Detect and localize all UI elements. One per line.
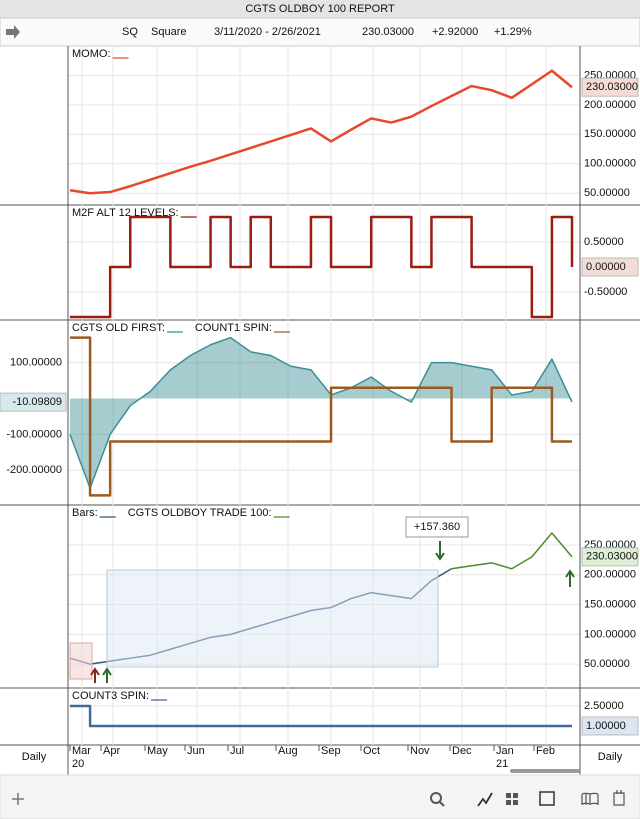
y-tick-label: 100.00000 (584, 158, 636, 170)
series-line (69, 69, 573, 195)
x-tick-label: Jan (496, 745, 514, 757)
x-tick-label: Apr (103, 745, 120, 757)
period-label: Daily (598, 751, 623, 763)
legend-label: COUNT1 SPIN: (195, 322, 272, 334)
y-tick-label: -0.50000 (584, 286, 627, 298)
legend-label: MOMO: (72, 48, 111, 60)
title-bar (0, 0, 640, 18)
value-marker-box (581, 257, 639, 277)
value-marker-box (581, 547, 639, 567)
add-button[interactable] (12, 793, 24, 805)
toolbar-bg (0, 774, 640, 819)
x-tick-label: Aug (278, 745, 298, 757)
y-tick-label: 0.50000 (584, 236, 624, 248)
y-tick-label: 50.00000 (584, 187, 630, 199)
info-bar (0, 17, 640, 47)
change: +2.92000 (432, 26, 478, 38)
search-handle (439, 801, 445, 807)
down-arrow (435, 541, 445, 561)
scrollbar (510, 769, 580, 773)
series-line (70, 215, 574, 319)
y-tick-label: -100.00000 (6, 428, 62, 440)
legend-label: CGTS OLDBOY TRADE 100: (128, 507, 272, 519)
value-marker-label: 230.03000 (586, 81, 638, 93)
y-tick-label: 100.00000 (584, 628, 636, 640)
symbol: SQ (122, 26, 138, 38)
x-tick-label: Dec (452, 745, 472, 757)
value-marker-box (581, 77, 639, 97)
up-arrow (565, 569, 575, 587)
x-tick-label: Nov (410, 745, 430, 757)
trade-region (106, 569, 439, 668)
annotation-box (405, 516, 469, 538)
change-percent: +1.29% (494, 26, 532, 38)
window-title: CGTS OLDBOY 100 REPORT (245, 3, 395, 15)
series-line (69, 336, 573, 489)
y-tick-label: 150.00000 (584, 598, 636, 610)
x-tick-label: May (147, 745, 168, 757)
x-tick-label: Jul (230, 745, 244, 757)
value-marker-label: 230.03000 (586, 551, 638, 563)
y-tick-label: 200.00000 (584, 99, 636, 111)
series-line (451, 532, 573, 570)
legend-label: COUNT3 SPIN: (72, 690, 149, 702)
x-tick-label: Mar (72, 745, 91, 757)
value-marker-label: -10.09809 (12, 396, 62, 408)
y-tick-label: 2.50000 (584, 700, 624, 712)
up-arrow (90, 667, 100, 683)
entry-region (69, 642, 93, 680)
date-range: 3/11/2020 - 2/26/2021 (214, 26, 321, 38)
legend-label: CGTS OLD FIRST: (72, 322, 165, 334)
y-tick-label: 100.00000 (10, 357, 62, 369)
annotation: +157.360 (414, 521, 460, 533)
legend-label: Bars: (72, 507, 98, 519)
y-tick-label: 50.00000 (584, 658, 630, 670)
x-tick-label: Feb (536, 745, 555, 757)
book-button[interactable] (581, 792, 599, 806)
grid-button[interactable] (506, 793, 518, 805)
nav-arrow[interactable] (6, 25, 20, 39)
period-label: Daily (22, 751, 47, 763)
x-tick-label: Oct (363, 745, 380, 757)
value-marker-label: 0.00000 (586, 261, 626, 273)
share-button[interactable] (613, 790, 625, 806)
last-price: 230.03000 (362, 26, 414, 38)
year-label: 21 (496, 758, 508, 770)
series-line (70, 704, 572, 728)
company: Square (151, 26, 186, 38)
series-line (70, 336, 572, 497)
panel-button[interactable] (539, 791, 555, 806)
year-label: 20 (72, 758, 84, 770)
y-tick-label: -200.00000 (6, 464, 62, 476)
up-arrow (102, 667, 112, 683)
x-tick-label: Sep (321, 745, 341, 757)
legend-label: M2F ALT 12 LEVELS: (72, 207, 179, 219)
toolbar (0, 774, 640, 819)
y-tick-label: 200.00000 (584, 569, 636, 581)
value-marker-box (0, 392, 67, 412)
x-tick-label: Jun (187, 745, 205, 757)
chart-button[interactable] (477, 792, 493, 807)
area (70, 337, 572, 489)
value-marker-label: 1.00000 (586, 720, 626, 732)
value-marker-box (581, 716, 639, 736)
y-tick-label: 150.00000 (584, 128, 636, 140)
search-button[interactable] (430, 792, 442, 804)
